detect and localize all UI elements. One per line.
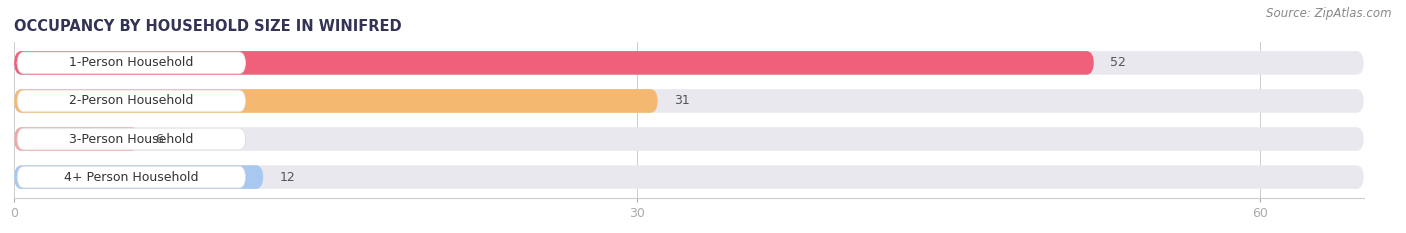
Text: 6: 6	[155, 133, 163, 146]
Text: 12: 12	[280, 171, 295, 184]
Text: 3-Person Household: 3-Person Household	[69, 133, 194, 146]
Text: 31: 31	[675, 94, 690, 107]
FancyBboxPatch shape	[14, 51, 1364, 75]
Text: Source: ZipAtlas.com: Source: ZipAtlas.com	[1267, 7, 1392, 20]
FancyBboxPatch shape	[14, 127, 1364, 151]
Text: OCCUPANCY BY HOUSEHOLD SIZE IN WINIFRED: OCCUPANCY BY HOUSEHOLD SIZE IN WINIFRED	[14, 19, 402, 34]
FancyBboxPatch shape	[17, 52, 246, 74]
Text: 52: 52	[1111, 56, 1126, 69]
Text: 1-Person Household: 1-Person Household	[69, 56, 194, 69]
FancyBboxPatch shape	[14, 127, 139, 151]
Text: 2-Person Household: 2-Person Household	[69, 94, 194, 107]
FancyBboxPatch shape	[14, 89, 1364, 113]
Text: 4+ Person Household: 4+ Person Household	[65, 171, 198, 184]
FancyBboxPatch shape	[14, 89, 658, 113]
FancyBboxPatch shape	[14, 51, 1094, 75]
FancyBboxPatch shape	[17, 128, 246, 150]
FancyBboxPatch shape	[14, 165, 263, 189]
FancyBboxPatch shape	[14, 165, 1364, 189]
FancyBboxPatch shape	[17, 90, 246, 112]
FancyBboxPatch shape	[17, 166, 246, 188]
